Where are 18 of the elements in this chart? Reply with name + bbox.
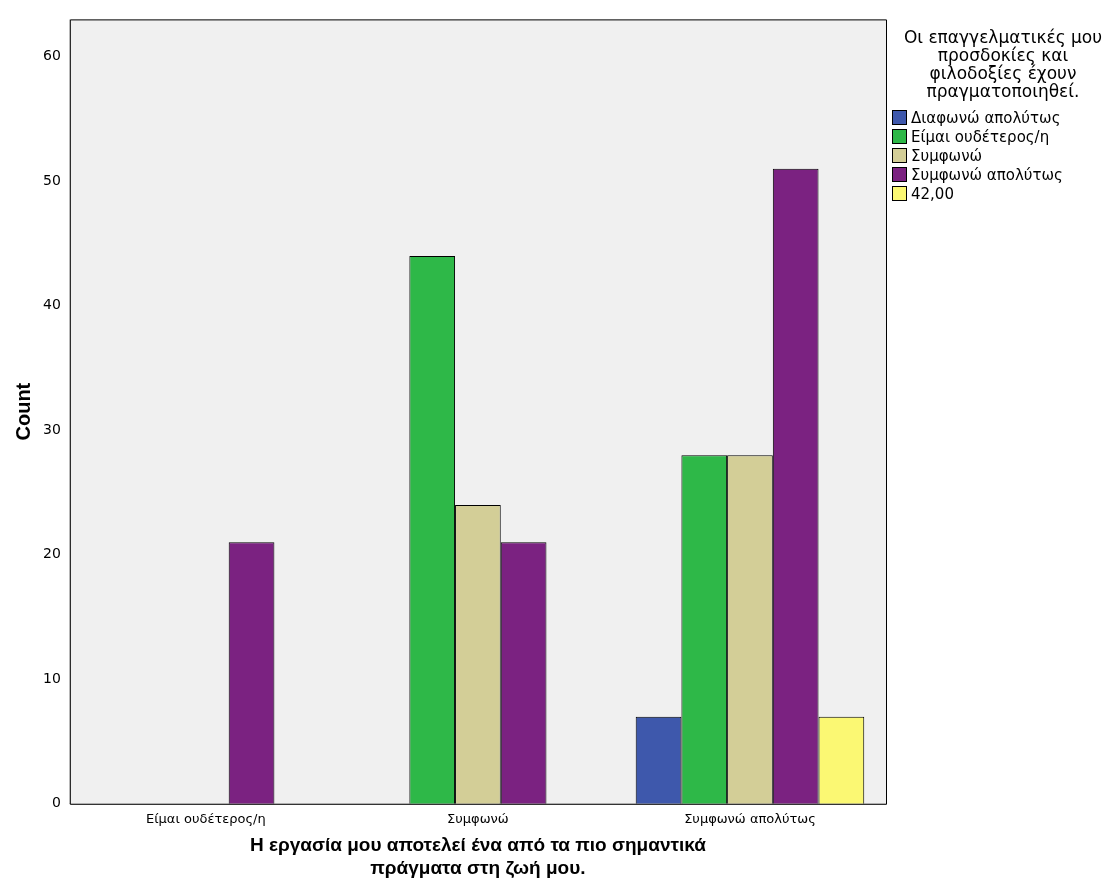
y-axis-title: Count	[11, 382, 34, 441]
legend-label: 42,00	[911, 184, 954, 203]
y-tick-label: 50	[42, 171, 61, 188]
y-tick-label: 30	[42, 420, 61, 437]
x-tick-label: Συμφωνώ απολύτως	[684, 810, 816, 826]
legend-label: Διαφωνώ απολύτως	[911, 108, 1061, 127]
y-tick-label: 60	[42, 47, 61, 64]
y-tick-label: 20	[42, 545, 61, 562]
y-tick-label: 40	[42, 296, 61, 313]
legend-label: Συμφωνώ απολύτως	[911, 165, 1063, 184]
y-tick-label: 0	[51, 794, 61, 811]
x-tick-label: Συμφωνώ	[447, 810, 509, 826]
legend-label: Συμφωνώ	[911, 146, 983, 165]
x-axis-title: Η εργασία μου αποτελεί ένα από τα πιο σημαντικά πράγματα στη ζωή μου.	[249, 834, 707, 879]
legend-title: Οι επαγγελματικές μου προσδοκίες και φιλοδοξίες έχουν πραγματοποιηθεί.	[902, 27, 1104, 101]
legend-label: Είμαι ουδέτερος/η	[911, 127, 1050, 146]
y-tick-label: 10	[42, 669, 61, 686]
x-tick-label: Είμαι ουδέτερος/η	[145, 810, 266, 826]
